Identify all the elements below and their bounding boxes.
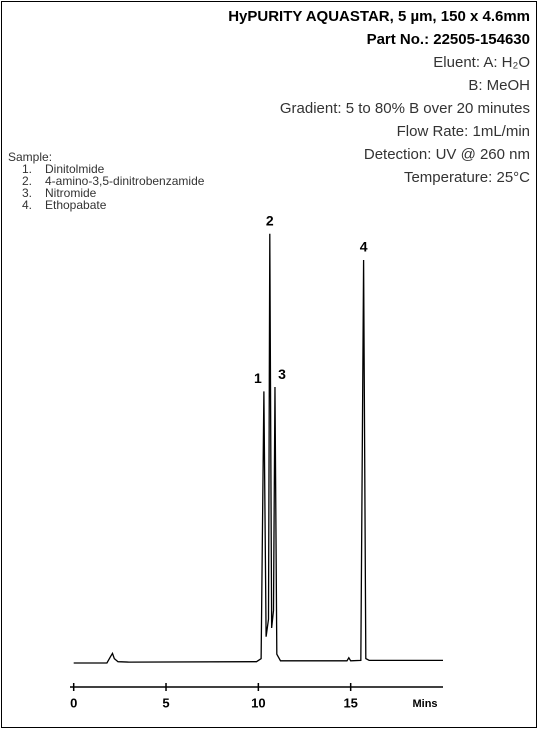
sample-name: Ethopabate <box>45 198 107 212</box>
signal-line <box>73 233 443 664</box>
condition: Detection: UV @ 260 nm <box>364 146 530 163</box>
sample-number: 1. <box>22 162 32 176</box>
sample-title: Sample: <box>8 150 52 164</box>
sample-name: Dinitolmide <box>45 162 105 176</box>
sample-name: Nitromide <box>45 186 97 200</box>
peak-label: 1 <box>254 370 262 386</box>
sample-number: 3. <box>22 186 32 200</box>
condition: Gradient: 5 to 80% B over 20 minutes <box>280 100 530 117</box>
chart-title: HyPURITY AQUASTAR, 5 µm, 150 x 4.6mm <box>228 8 530 25</box>
sample-number: 2. <box>22 174 32 188</box>
x-tick-label: 5 <box>162 695 169 710</box>
x-tick-label: 10 <box>251 695 265 710</box>
x-tick-label: 0 <box>70 695 77 710</box>
x-tick-label: 15 <box>343 695 357 710</box>
condition: Temperature: 25°C <box>404 169 530 186</box>
sample-name: 4-amino-3,5-dinitrobenzamide <box>45 174 205 188</box>
peak-label: 2 <box>266 212 274 228</box>
peak-label: 3 <box>278 366 286 382</box>
x-axis-label: Mins <box>412 698 437 710</box>
sample-number: 4. <box>22 198 32 212</box>
peak-label: 4 <box>360 239 368 255</box>
chart-subtitle: Part No.: 22505-154630 <box>367 31 530 48</box>
condition: Flow Rate: 1mL/min <box>397 123 530 140</box>
condition: Eluent: A: H₂O <box>433 54 530 71</box>
condition: B: MeOH <box>468 77 530 94</box>
